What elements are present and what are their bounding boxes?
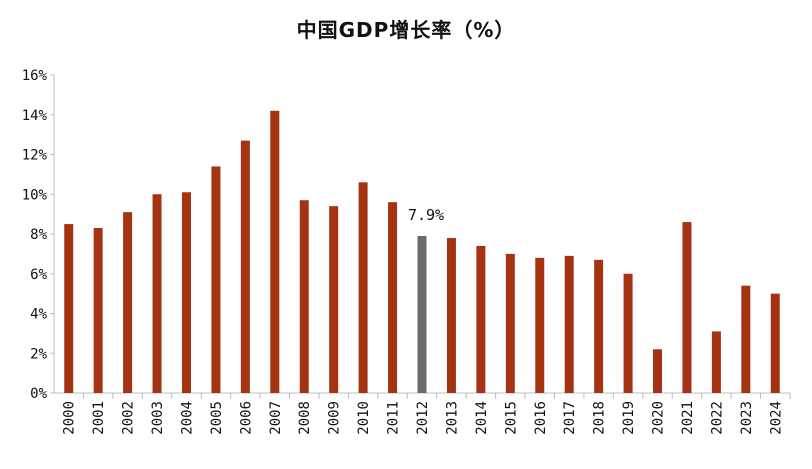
y-tick-label: 16% bbox=[22, 68, 48, 84]
x-tick-label-2017: 2017 bbox=[562, 401, 578, 435]
x-tick-label-2008: 2008 bbox=[297, 401, 313, 435]
x-tick-label-2002: 2002 bbox=[121, 401, 137, 435]
bar-2024 bbox=[770, 293, 780, 393]
y-tick-label: 12% bbox=[22, 148, 48, 164]
x-tick-label-2018: 2018 bbox=[592, 401, 608, 435]
x-tick-label-2006: 2006 bbox=[238, 401, 254, 435]
y-tick-label: 6% bbox=[30, 267, 47, 283]
x-tick-label-2022: 2022 bbox=[709, 401, 725, 435]
bar-2011 bbox=[388, 202, 398, 393]
bar-2019 bbox=[623, 273, 633, 393]
x-tick-label-2020: 2020 bbox=[651, 401, 667, 435]
x-tick-label-2000: 2000 bbox=[62, 401, 78, 435]
bar-2002 bbox=[123, 212, 133, 393]
bar-2016 bbox=[535, 257, 545, 393]
bar-2018 bbox=[594, 259, 604, 393]
bar-2000 bbox=[64, 224, 74, 393]
bar-2013 bbox=[446, 237, 456, 393]
y-tick-label: 4% bbox=[30, 307, 47, 323]
x-tick-label-2021: 2021 bbox=[680, 401, 696, 435]
bar-2020 bbox=[653, 349, 663, 393]
bar-2021 bbox=[682, 222, 692, 393]
bar-2004 bbox=[181, 192, 191, 393]
x-tick-label-2014: 2014 bbox=[474, 401, 490, 435]
bar-2001 bbox=[93, 228, 103, 393]
bar-2003 bbox=[152, 194, 162, 393]
bar-2014 bbox=[476, 245, 486, 393]
x-tick-label-2024: 2024 bbox=[768, 401, 784, 435]
bar-2022 bbox=[711, 331, 721, 393]
x-tick-label-2003: 2003 bbox=[150, 401, 166, 435]
x-tick-label-2016: 2016 bbox=[533, 401, 549, 435]
y-tick-label: 0% bbox=[30, 386, 47, 402]
bar-2015 bbox=[505, 253, 515, 393]
bar-2008 bbox=[299, 200, 309, 393]
x-tick-label-2019: 2019 bbox=[621, 401, 637, 435]
bar-2012 bbox=[417, 235, 427, 393]
x-tick-label-2010: 2010 bbox=[356, 401, 372, 435]
x-tick-label-2005: 2005 bbox=[209, 401, 225, 435]
y-tick-label: 14% bbox=[22, 108, 48, 124]
x-tick-label-2012: 2012 bbox=[415, 401, 431, 435]
x-tick-label-2015: 2015 bbox=[503, 401, 519, 435]
x-tick-label-2011: 2011 bbox=[386, 401, 402, 435]
data-label-2012: 7.9% bbox=[408, 206, 444, 224]
bar-2006 bbox=[240, 140, 250, 393]
chart-title: 中国GDP增长率（%） bbox=[296, 18, 516, 42]
y-tick-label: 8% bbox=[30, 227, 47, 243]
bar-2010 bbox=[358, 182, 368, 393]
bar-2009 bbox=[329, 206, 339, 393]
x-tick-label-2023: 2023 bbox=[739, 401, 755, 435]
bar-2023 bbox=[741, 285, 751, 393]
x-tick-label-2009: 2009 bbox=[327, 401, 343, 435]
bar-2005 bbox=[211, 166, 221, 393]
x-tick-label-2007: 2007 bbox=[268, 401, 284, 435]
y-tick-label: 2% bbox=[30, 346, 47, 362]
y-tick-label: 10% bbox=[22, 187, 48, 203]
bar-2007 bbox=[270, 110, 280, 394]
x-tick-label-2001: 2001 bbox=[91, 401, 107, 435]
x-tick-label-2013: 2013 bbox=[444, 401, 460, 435]
x-tick-label-2004: 2004 bbox=[179, 401, 195, 435]
bar-2017 bbox=[564, 255, 574, 393]
